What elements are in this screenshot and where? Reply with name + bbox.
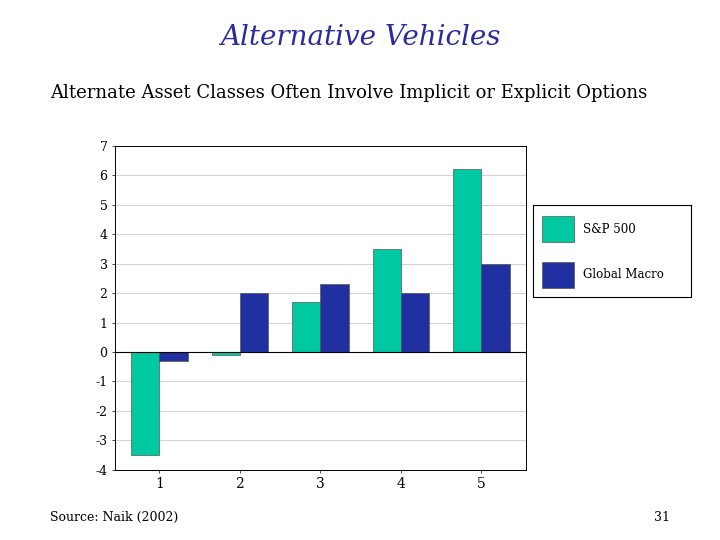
- Text: Alternate Asset Classes Often Involve Implicit or Explicit Options: Alternate Asset Classes Often Involve Im…: [50, 84, 648, 102]
- Bar: [131, 352, 159, 455]
- Text: S&P 500: S&P 500: [583, 222, 636, 235]
- Bar: [401, 293, 429, 352]
- Bar: [292, 302, 320, 352]
- Bar: [320, 284, 348, 352]
- Text: Source: Naik (2002): Source: Naik (2002): [50, 511, 179, 524]
- Bar: [159, 352, 188, 361]
- Bar: [542, 216, 574, 242]
- Bar: [453, 170, 482, 352]
- Text: Alternative Vehicles: Alternative Vehicles: [220, 24, 500, 51]
- Bar: [482, 264, 510, 352]
- Bar: [240, 293, 268, 352]
- Bar: [212, 352, 240, 355]
- Text: 31: 31: [654, 511, 670, 524]
- Bar: [542, 262, 574, 288]
- Bar: [373, 249, 401, 352]
- Text: Global Macro: Global Macro: [583, 268, 665, 281]
